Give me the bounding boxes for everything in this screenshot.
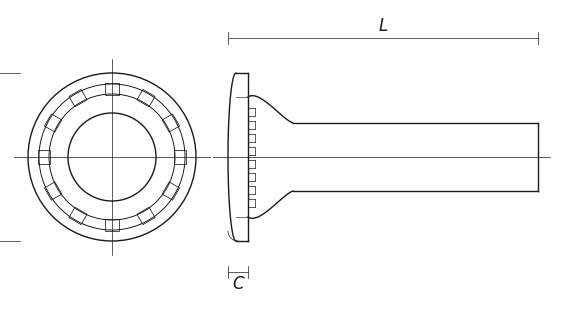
Text: C: C xyxy=(232,275,244,293)
Text: L: L xyxy=(379,17,388,35)
